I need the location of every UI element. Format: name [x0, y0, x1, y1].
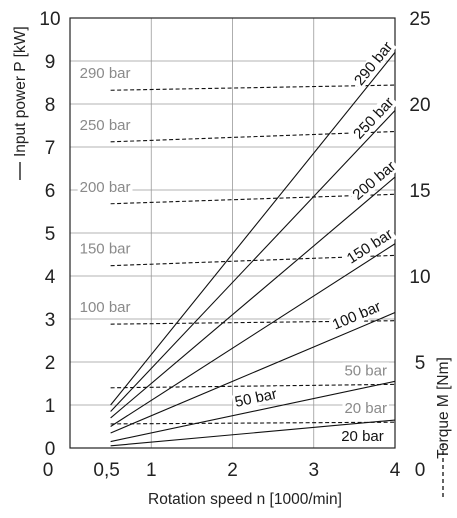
torque-label-background: [77, 116, 133, 134]
torque-line: [110, 193, 396, 205]
x-tick-label: 3: [308, 460, 319, 481]
power-line: [110, 380, 396, 443]
y-left-tick-label: 9: [45, 52, 56, 73]
torque-series-label: 290 bar: [80, 65, 131, 82]
power-series-label: 150 bar: [344, 226, 396, 268]
y-right-axis-title: Torque M [Nm]: [435, 357, 452, 498]
y-right-axis-label: Torque M [Nm]: [435, 357, 452, 459]
x-axis-label: Rotation speed n [1000/min]: [148, 491, 342, 508]
y-right-tick-label: 20: [409, 95, 430, 116]
power-series-label: 20 bar: [341, 428, 384, 445]
y-right-tick-label: 10: [409, 267, 430, 288]
torque-series-label: 100 bar: [80, 299, 131, 316]
y-right-tick-label: 25: [409, 9, 430, 30]
torque-series-label: 20 bar: [344, 400, 387, 417]
x-tick-label: 2: [227, 460, 238, 481]
power-series-label: 250 bar: [350, 94, 397, 143]
y-left-tick-label: 6: [45, 181, 56, 202]
y-left-tick-label: 0: [45, 439, 56, 460]
torque-label-background: [342, 362, 389, 380]
power-label-background: [350, 37, 397, 90]
y-right-tick-label: 0: [415, 460, 426, 481]
torque-series-label: 250 bar: [80, 117, 131, 134]
x-tick-label: 0: [43, 460, 54, 481]
torque-line: [110, 421, 396, 425]
y-left-tick-label: 7: [45, 138, 56, 159]
torque-label-background: [77, 240, 133, 258]
power-line: [110, 176, 396, 419]
y-left-tick-label: 8: [45, 95, 56, 116]
torque-line: [110, 84, 396, 91]
x-tick-label: 1: [146, 460, 157, 481]
y-left-tick-label: 2: [45, 353, 56, 374]
torque-line: [110, 383, 396, 389]
y-left-tick-label: 3: [45, 310, 56, 331]
torque-series-label: 200 bar: [80, 179, 131, 196]
torque-line: [110, 130, 396, 143]
power-line: [110, 312, 396, 434]
y-left-tick-label: 4: [45, 267, 56, 288]
power-line: [110, 419, 396, 447]
y-left-tick-label: 10: [39, 9, 60, 30]
y-right-tick-label: 5: [415, 353, 426, 374]
y-left-axis-title: Input power P [kW]: [12, 26, 29, 180]
torque-label-background: [77, 178, 133, 196]
torque-series-label: 50 bar: [344, 362, 387, 379]
power-series-label: 290 bar: [351, 39, 396, 89]
torque-series-label: 150 bar: [80, 241, 131, 258]
power-label-background: [342, 225, 397, 268]
plot-frame: [69, 17, 396, 449]
power-label-background: [339, 428, 386, 444]
x-tick-label: 4: [390, 460, 401, 481]
torque-label-background: [77, 65, 133, 83]
power-series-label: 200 bar: [349, 158, 399, 204]
torque-label-background: [77, 299, 133, 317]
power-label-background: [349, 93, 399, 144]
y-left-tick-label: 1: [45, 396, 56, 417]
power-line: [110, 110, 396, 412]
series-labels: 290 bar 250 bar 200 bar 150 bar 100 bar 50 ba…: [77, 37, 401, 445]
power-label-background: [231, 386, 281, 411]
power-line: [110, 243, 396, 427]
x-tick-label: 0,5: [93, 460, 119, 481]
power-label-background: [348, 157, 401, 205]
y-left-tick-label: 5: [45, 224, 56, 245]
power-label-background: [328, 298, 385, 334]
plot-border: [69, 17, 396, 449]
power-lines: [110, 52, 396, 447]
y-right-tick-label: 15: [409, 181, 430, 202]
torque-label-background: [342, 400, 389, 418]
y-left-axis-label: Input power P [kW]: [12, 26, 29, 157]
power-line: [110, 52, 396, 406]
grid: [70, 18, 395, 448]
